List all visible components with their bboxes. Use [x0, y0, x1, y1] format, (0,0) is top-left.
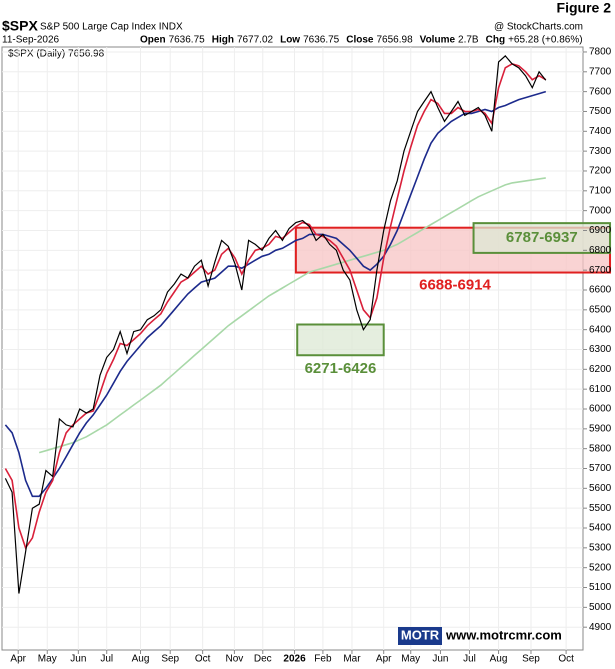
x-tick-label: May	[38, 654, 57, 665]
figure-label: Figure 2	[557, 0, 612, 16]
x-tick-label: Aug	[490, 654, 508, 665]
logo: MOTR	[401, 627, 440, 642]
plot-frame	[1, 46, 584, 651]
y-tick-label: 7700	[589, 66, 612, 77]
quote-label: Low	[280, 35, 300, 46]
quote-label: Volume	[420, 35, 456, 46]
x-tick-label: Dec	[254, 654, 272, 665]
x-tick-label: Feb	[314, 654, 332, 665]
logo-box	[398, 627, 442, 645]
y-tick-label: 6800	[589, 245, 612, 256]
y-tick-label: 5800	[589, 443, 612, 454]
x-tick-label: Aug	[132, 654, 150, 665]
y-tick-label: 5500	[589, 503, 612, 514]
y-tick-label: 6000	[589, 404, 612, 415]
y-tick-label: 5400	[589, 523, 612, 534]
y-tick-label: 7800	[589, 47, 612, 58]
zone-label: 6787-6937	[506, 229, 578, 246]
x-tick-label: Sep	[161, 654, 179, 665]
moving-average	[4, 63, 547, 550]
date: 11-Sep-2026	[2, 35, 60, 46]
x-tick-label: Sep	[522, 654, 540, 665]
y-tick-label: 7500	[589, 106, 612, 117]
y-tick-label: 6100	[589, 384, 612, 395]
x-tick-label: Jul	[463, 654, 476, 665]
x-tick-label: Jun	[432, 654, 448, 665]
quote-label: Chg	[486, 35, 505, 46]
y-tick-label: 6300	[589, 344, 612, 355]
source: @ StockCharts.com	[494, 22, 583, 33]
y-tick-label: 5600	[589, 483, 612, 494]
legend-entry: $SPX (Daily) 7656.98	[8, 49, 105, 60]
quote-label: Open	[140, 35, 166, 46]
quote-value: 7636.75	[303, 35, 340, 46]
x-tick-label: Nov	[226, 654, 244, 665]
y-tick-label: 7300	[589, 146, 612, 157]
chart-subtitle: S&P 500 Large Cap Index INDX	[40, 22, 183, 33]
y-tick-label: 7600	[589, 86, 612, 97]
y-tick-label: 5300	[589, 542, 612, 553]
y-tick-label: 6700	[589, 265, 612, 276]
x-tick-label: Mar	[343, 654, 361, 665]
zone-box	[296, 323, 385, 357]
quote-value: 7677.02	[237, 35, 274, 46]
x-tick-label: Jun	[70, 654, 86, 665]
y-tick-label: 6200	[589, 364, 612, 375]
y-tick-label: 5100	[589, 582, 612, 593]
y-tick-label: 6400	[589, 324, 612, 335]
y-tick-label: 7400	[589, 126, 612, 137]
y-tick-label: 7200	[589, 166, 612, 177]
x-tick-label: May	[401, 654, 420, 665]
y-tick-label: 7100	[589, 185, 612, 196]
x-tick-label: Jul	[100, 654, 113, 665]
quote-label: High	[212, 35, 234, 46]
quote-value: 7636.75	[169, 35, 206, 46]
footer-url: www.motrcmr.com	[445, 627, 562, 642]
y-tick-label: 6900	[589, 225, 612, 236]
zone-box	[472, 222, 612, 254]
x-tick-label: Apr	[376, 654, 392, 665]
y-tick-label: 6500	[589, 304, 612, 315]
quote-label: Close	[346, 35, 374, 46]
chart-title: $SPX	[2, 18, 38, 34]
y-tick-label: 5000	[589, 602, 612, 613]
quote-value: 7656.98	[376, 35, 413, 46]
y-tick-label: 5900	[589, 423, 612, 434]
x-tick-label: Oct	[195, 654, 211, 665]
moving-average	[4, 90, 547, 498]
x-tick-label: 2026	[283, 654, 306, 665]
x-tick-label: Oct	[558, 654, 574, 665]
price-line	[4, 55, 547, 594]
moving-average	[38, 177, 546, 454]
y-tick-label: 4900	[589, 622, 612, 633]
x-tick-label: Apr	[10, 654, 26, 665]
y-tick-label: 5700	[589, 463, 612, 474]
y-tick-label: 5200	[589, 562, 612, 573]
y-tick-label: 6600	[589, 285, 612, 296]
quote-value: 2.7B	[458, 35, 479, 46]
zone-label: 6688-6914	[419, 276, 491, 293]
zone-label: 6271-6426	[305, 360, 377, 377]
quote-value: +65.28 (+0.86%)	[508, 35, 583, 46]
y-tick-label: 7000	[589, 205, 612, 216]
